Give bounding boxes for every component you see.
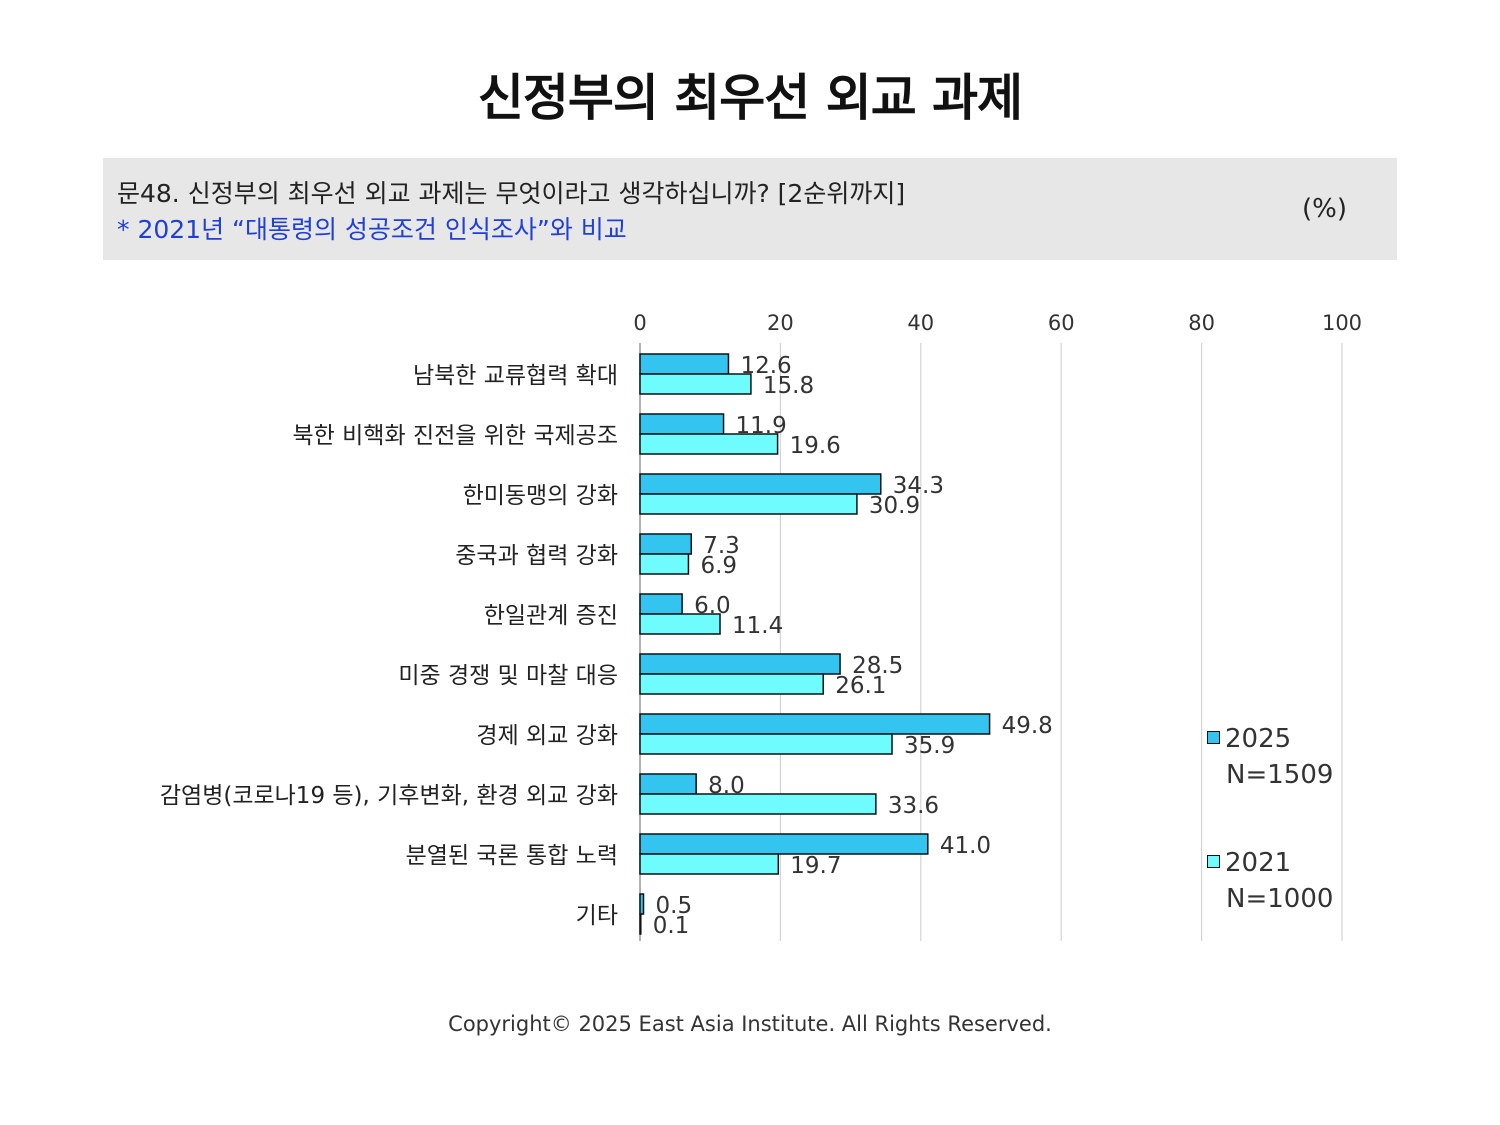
data-label-2021: 6.9 [700,553,737,579]
bar-2021 [639,793,877,815]
data-label-2025: 28.5 [852,653,903,679]
category-label: 분열된 국론 통합 노력 [406,843,618,869]
bar-2025 [639,893,645,915]
category-label: 한미동맹의 강화 [463,483,618,509]
bar-2025 [639,593,683,615]
category-label: 한일관계 증진 [484,603,618,629]
tick-label-60: 60 [1048,311,1075,335]
data-label-2025: 7.3 [703,533,740,559]
data-label-2021: 19.7 [790,853,841,879]
bar-2025 [639,533,692,555]
data-label-2021: 30.9 [869,493,920,519]
bars [639,353,991,935]
bar-2021 [639,493,858,515]
data-label-2021: 19.6 [790,433,841,459]
question-text: 문48. 신정부의 최우선 외교 과제는 무엇이라고 생각하십니까? [2순위까… [117,179,906,208]
tick-label-40: 40 [907,311,934,335]
legend-item-2021: 2021 N=1000 [1207,845,1333,917]
axis-ticks: 0 20 40 60 80 100 [633,311,1362,335]
page-title: 신정부의 최우선 외교 과제 [477,69,1023,127]
data-label-2025: 6.0 [694,593,731,619]
legend-swatch-2025 [1207,731,1220,744]
data-label-2021: 15.8 [763,373,814,399]
tick-label-80: 80 [1188,311,1215,335]
bar-2025 [639,713,991,735]
tick-label-20: 20 [767,311,794,335]
legend-n-2025: N=1509 [1226,760,1334,790]
tick-label-100: 100 [1322,311,1362,335]
data-label-2025: 41.0 [940,833,991,859]
data-label-2021: 0.1 [653,913,690,939]
bar-2021 [639,553,690,575]
category-label: 감염병(코로나19 등), 기후변화, 환경 외교 강화 [160,783,618,809]
bar-2021 [639,373,752,395]
category-label: 북한 비핵화 진전을 위한 국제공조 [293,423,618,449]
comparison-note: * 2021년 “대통령의 성공조건 인식조사”와 비교 [117,215,627,244]
bar-2025 [639,653,841,675]
data-label-2025: 34.3 [893,473,944,499]
legend-n-2021: N=1000 [1226,884,1334,914]
data-label-2025: 8.0 [708,773,745,799]
bar-2025 [639,473,882,495]
legend-year-2025: 2025 [1225,724,1292,754]
bar-2021 [639,613,721,635]
data-labels: 12.615.8 11.919.6 34.330.9 7.36.9 6.011.4 28.… [653,353,1053,939]
data-label-2025: 49.8 [1002,713,1053,739]
grid-lines [639,343,1343,941]
category-label: 남북한 교류협력 확대 [413,363,618,389]
bar-2021 [639,673,824,695]
bar-2021 [639,913,642,935]
category-label: 기타 [576,903,618,929]
question-box: 문48. 신정부의 최우선 외교 과제는 무엇이라고 생각하십니까? [2순위까… [103,158,1397,260]
data-label-2025: 11.9 [736,413,787,439]
bar-2021 [639,733,893,755]
bar-2021 [639,433,779,455]
bar-2025 [639,833,929,855]
copyright: Copyright© 2025 East Asia Institute. All… [448,1012,1052,1036]
data-label-2021: 11.4 [732,613,783,639]
legend-year-2021: 2021 [1225,848,1292,878]
category-label: 중국과 협력 강화 [455,543,618,569]
legend-item-2025: 2025 N=1509 [1207,721,1333,793]
data-label-2021: 26.1 [835,673,886,699]
bar-2025 [639,353,730,375]
legend-swatch-2021 [1207,855,1220,868]
unit-label: (%) [1302,194,1347,224]
bar-2025 [639,773,697,795]
category-label: 경제 외교 강화 [476,723,618,749]
data-label-2021: 33.6 [888,793,939,819]
bar-2025 [639,413,725,435]
data-label-2021: 35.9 [904,733,955,759]
data-label-2025: 12.6 [740,353,791,379]
data-label-2025: 0.5 [656,893,693,919]
category-label: 미중 경쟁 및 마찰 대응 [398,663,618,689]
bar-2021 [639,853,780,875]
tick-label-0: 0 [633,311,646,335]
